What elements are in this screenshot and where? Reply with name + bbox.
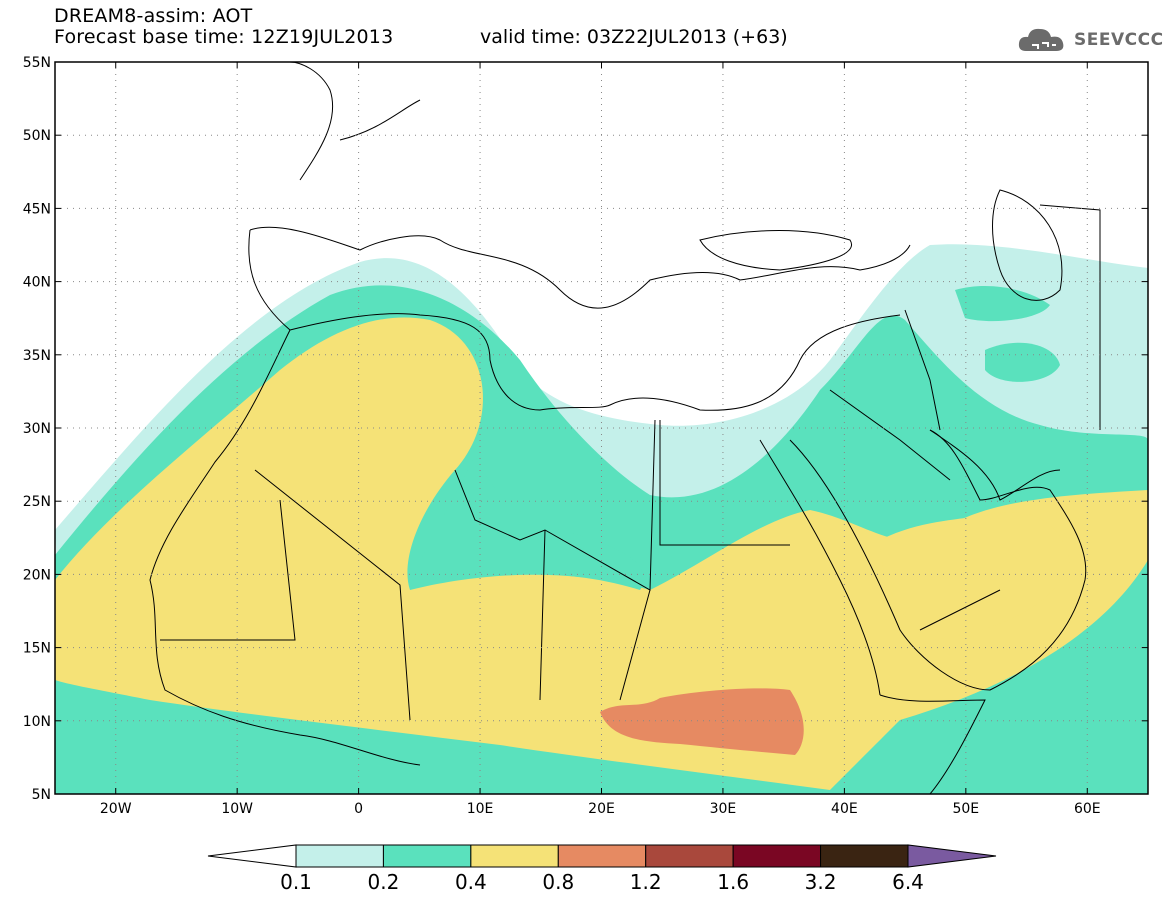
legend-swatch: [820, 844, 909, 868]
product-title: DREAM8-assim: AOT: [54, 5, 253, 27]
coast-red-sea: [759, 439, 881, 696]
legend-arrow-high: [907, 844, 997, 868]
base-time: Forecast base time: 12Z19JUL2013: [54, 26, 394, 48]
legend-label: 6.4: [892, 870, 924, 894]
lat-label: 45N: [23, 201, 51, 217]
lat-label: 35N: [23, 348, 51, 364]
legend-swatch: [470, 844, 559, 868]
lat-label: 30N: [23, 421, 51, 437]
lat-label: 40N: [23, 275, 51, 291]
lat-label: 55N: [23, 55, 51, 71]
cloud-icon: [1018, 28, 1064, 51]
aot-patch-0-2-libya: [415, 455, 644, 590]
lon-labels: 20W 10W 0 10E 20E 30E 40E 50E 60E: [100, 801, 1101, 817]
border-arabia: [829, 389, 1001, 631]
legend-label: 0.8: [542, 870, 574, 894]
coast-levant: [799, 314, 901, 361]
map-header: DREAM8-assim: AOT Forecast base time: 12…: [54, 6, 393, 48]
lat-label: 15N: [23, 641, 51, 657]
lon-label: 50E: [952, 801, 979, 817]
lon-label: 40E: [831, 801, 858, 817]
coast-persian-gulf: [929, 429, 1061, 501]
aot-band-0-8: [600, 688, 804, 755]
lon-label: 20W: [100, 801, 132, 817]
legend-label: 0.4: [455, 870, 487, 894]
aot-band-0-4: [55, 317, 1148, 790]
coast-west-africa: [149, 329, 421, 766]
lat-label: 20N: [23, 567, 51, 583]
coast-black-sea: [699, 230, 853, 271]
lon-label: 30E: [710, 801, 737, 817]
aot-patch-0-2-iran: [985, 342, 1060, 382]
lon-label: 10E: [467, 801, 494, 817]
coast-arabia: [789, 429, 1087, 691]
coast-france-britain: [289, 62, 421, 181]
lon-label: 0: [354, 801, 363, 817]
aot-patch-0-4-arabia: [880, 512, 1070, 640]
coastlines: [149, 62, 1101, 794]
border-mali: [160, 499, 296, 641]
seevccc-logo: SEEVCCC: [1018, 25, 1164, 55]
legend-label: 3.2: [805, 870, 837, 894]
border-egypt: [659, 420, 790, 546]
coast-horn: [879, 694, 986, 794]
axis-ticks: [55, 61, 1148, 795]
lat-labels: 55N 50N 45N 40N 35N 30N 25N 20N 15N 10N 5N: [23, 55, 51, 803]
aot-patch-0-2-caspian: [955, 285, 1050, 322]
border-sahara-2: [454, 419, 656, 591]
coast-europe: [249, 226, 911, 309]
border-iran: [904, 204, 1101, 431]
legend-swatch: [382, 844, 472, 868]
legend-swatch: [557, 844, 647, 868]
lat-label: 25N: [23, 494, 51, 510]
coast-north-africa: [289, 313, 801, 411]
border-sudan: [539, 529, 651, 701]
legend-swatch: [732, 844, 822, 868]
valid-time: valid time: 03Z22JUL2013 (+63): [480, 26, 788, 48]
lat-label: 10N: [23, 714, 51, 730]
border-sahara-1: [254, 469, 411, 721]
lon-label: 60E: [1074, 801, 1101, 817]
graticule: [55, 62, 1148, 794]
legend-label: 0.1: [280, 870, 312, 894]
lat-label: 50N: [23, 128, 51, 144]
lon-label: 20E: [588, 801, 615, 817]
aot-field: [55, 244, 1148, 794]
lat-label: 5N: [32, 787, 51, 803]
legend-arrow-low: [207, 844, 297, 868]
legend-label: 1.2: [630, 870, 662, 894]
legend-swatch: [645, 844, 734, 868]
coast-caspian: [992, 189, 1063, 301]
legend-label: 1.6: [717, 870, 749, 894]
legend-label: 0.2: [368, 870, 400, 894]
color-legend: 0.1 0.2 0.4 0.8 1.2 1.6 3.2 6.4: [207, 844, 997, 894]
logo-text: SEEVCCC: [1074, 30, 1164, 50]
legend-swatch: [295, 844, 384, 868]
lon-label: 10W: [221, 801, 253, 817]
coast-iberia: [248, 229, 291, 331]
